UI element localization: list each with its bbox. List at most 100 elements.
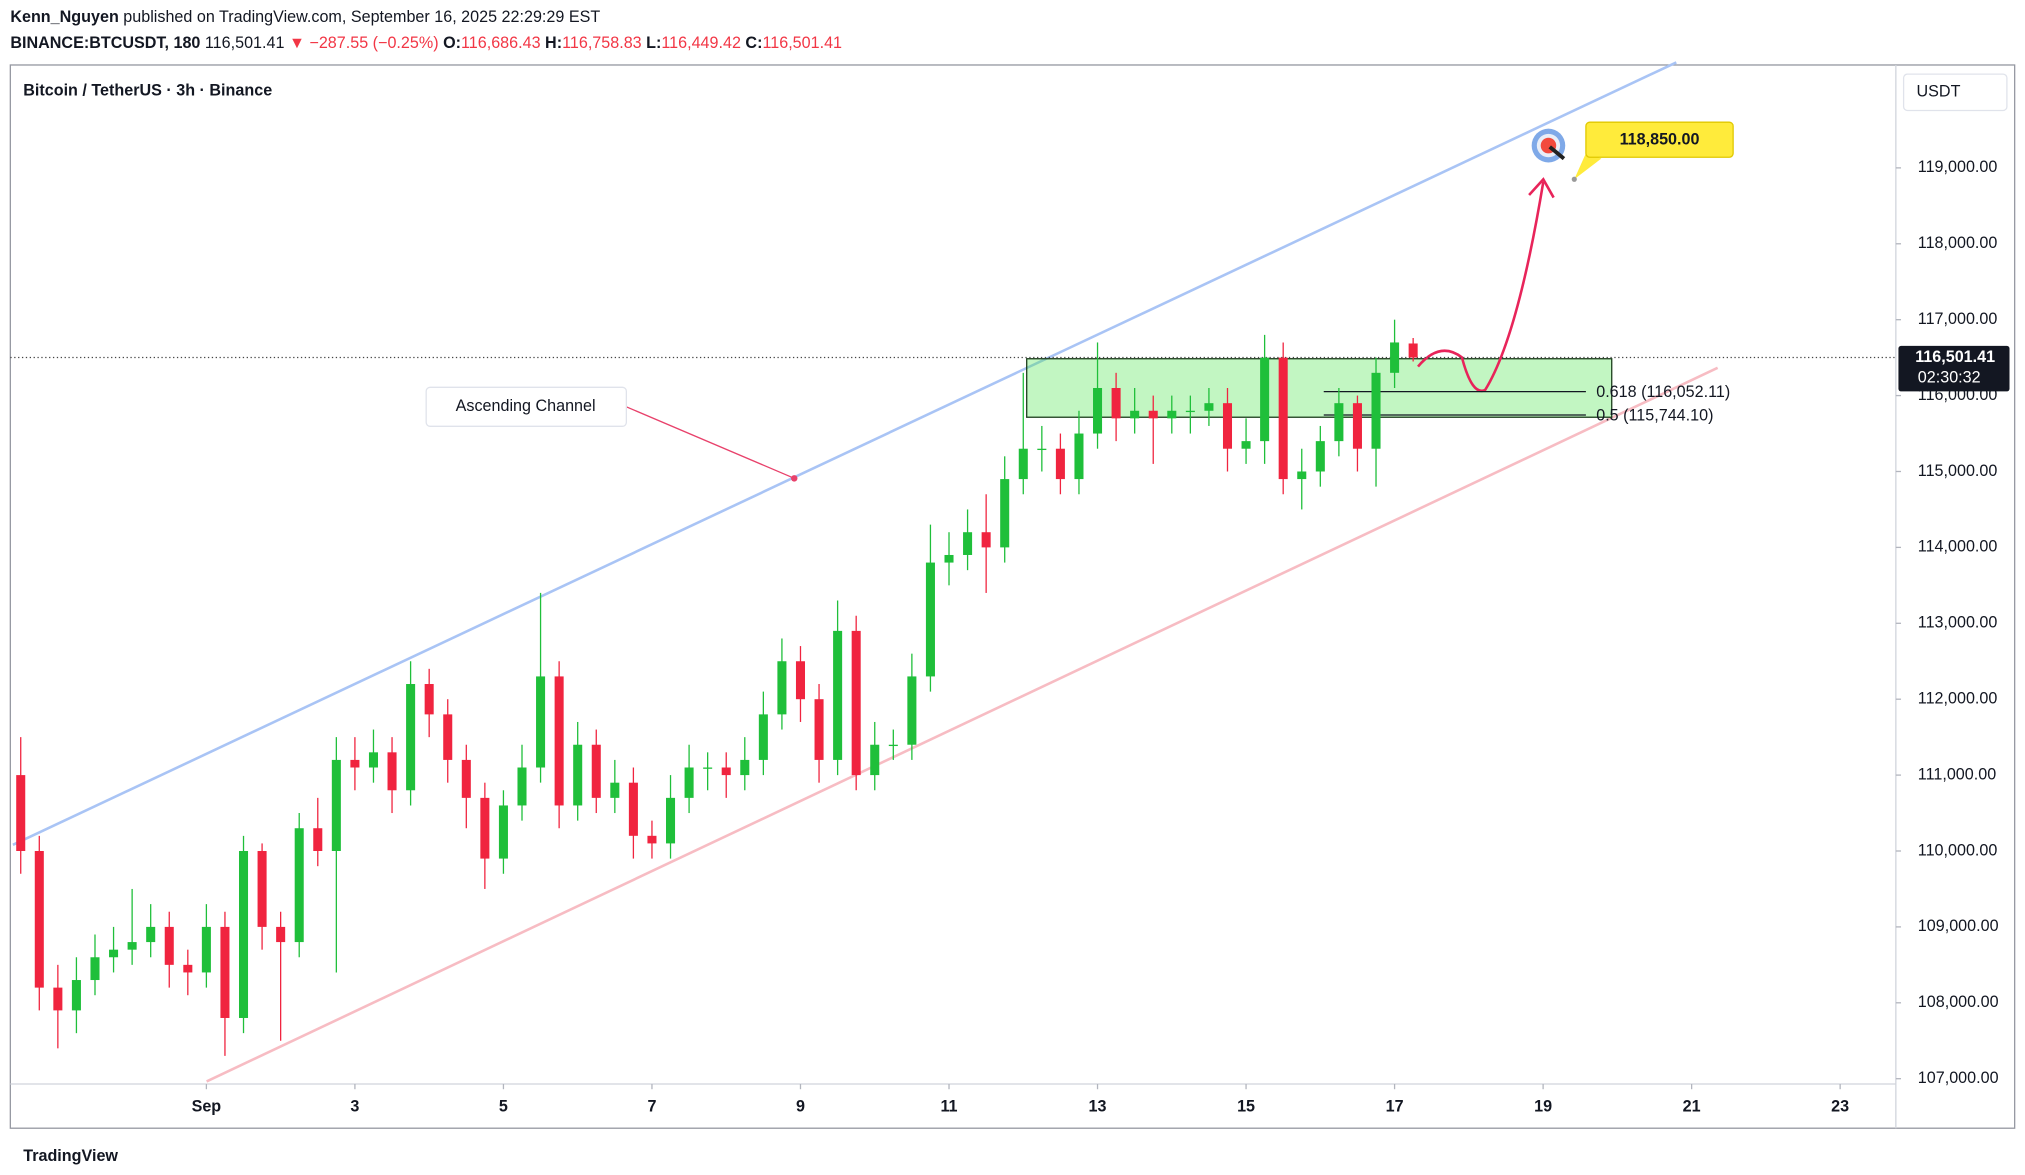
- candle-body: [1185, 410, 1195, 413]
- o-label: O:: [443, 34, 461, 52]
- target-icon: [1531, 128, 1566, 163]
- candle-body: [536, 676, 546, 768]
- candle-body: [90, 957, 100, 981]
- candle-body: [461, 759, 471, 798]
- candle-body: [833, 630, 843, 760]
- frame: [9, 64, 2016, 1129]
- candle-body: [220, 926, 230, 1018]
- callout-line: [626, 406, 795, 479]
- candle-body: [907, 676, 917, 745]
- x-tick-label: 13: [1089, 1098, 1107, 1116]
- candle-body: [628, 782, 638, 836]
- candle-body: [238, 850, 249, 1018]
- candle-body: [1390, 342, 1400, 373]
- target-box: [1585, 121, 1734, 158]
- x-tick-label: 11: [940, 1098, 957, 1116]
- candle-body: [201, 926, 211, 973]
- candle-body: [573, 744, 583, 806]
- candle-body: [257, 850, 267, 927]
- y-tick-label: 118,000.00: [1918, 234, 1998, 252]
- candle-body: [498, 805, 508, 859]
- author: Kenn_Nguyen: [10, 8, 118, 26]
- candle-body: [1297, 471, 1307, 480]
- c-label: C:: [745, 34, 762, 52]
- candle-body: [1241, 441, 1251, 449]
- header-line-1: Kenn_Nguyen published on TradingView.com…: [10, 8, 600, 26]
- candle-body: [127, 942, 137, 950]
- x-tick-label: 3: [350, 1098, 359, 1116]
- y-tick-label: 117,000.00: [1918, 310, 1998, 328]
- chart-title: Bitcoin / TetherUS · 3h · Binance: [23, 81, 272, 99]
- y-tick-label: 112,000.00: [1918, 689, 1998, 707]
- candle-body: [164, 926, 174, 965]
- candle-body: [647, 835, 657, 844]
- candle-body: [777, 661, 787, 715]
- candle-body: [109, 949, 119, 958]
- candle-body: [146, 926, 156, 943]
- y-tick-label: 110,000.00: [1918, 841, 1998, 859]
- h-label: H:: [545, 34, 562, 52]
- candle-body: [1130, 410, 1140, 419]
- candle-body: [703, 767, 713, 769]
- candle-body: [554, 676, 564, 806]
- candle-body: [1408, 343, 1418, 358]
- x-tick-label: 9: [796, 1098, 805, 1116]
- fib-label: 0.618 (116,052.11): [1596, 383, 1730, 401]
- candle-body: [1315, 441, 1325, 472]
- candle-body: [1371, 372, 1381, 449]
- last: 116,501.41: [205, 34, 285, 52]
- candle-body: [758, 714, 768, 760]
- candle-body: [684, 767, 694, 798]
- candle-body: [424, 684, 434, 715]
- y-tick-label: 109,000.00: [1918, 917, 1999, 935]
- candle-body: [480, 797, 490, 859]
- unit-box: [1902, 73, 2008, 112]
- candle-body: [387, 752, 397, 791]
- candle-body: [183, 964, 193, 973]
- target-label: 118,850.00: [1620, 131, 1700, 149]
- countdown: 02:30:32: [1918, 369, 1981, 387]
- unit: USDT: [1917, 83, 1961, 101]
- candle-body: [944, 554, 954, 563]
- candle-body: [1204, 403, 1214, 411]
- target-pointer: [1574, 153, 1602, 180]
- projection-path: [1417, 181, 1545, 393]
- candle-body: [313, 828, 323, 851]
- x-tick-label: 19: [1534, 1098, 1552, 1116]
- x-tick-label: 21: [1683, 1098, 1701, 1116]
- y-tick-label: 114,000.00: [1918, 538, 1998, 556]
- last-price-label: 116,501.41: [1915, 348, 1995, 366]
- candle-body: [517, 767, 527, 806]
- candle-body: [981, 532, 991, 548]
- channel-upper: [12, 61, 1677, 847]
- y-tick-label: 107,000.00: [1918, 1069, 1999, 1087]
- x-tick-label: 23: [1831, 1098, 1849, 1116]
- y-tick-label: 108,000.00: [1918, 993, 1999, 1011]
- candle-body: [1093, 387, 1103, 434]
- candle-body: [276, 926, 286, 943]
- o: 116,686.43: [461, 34, 541, 52]
- change: ▼ −287.55 (−0.25%): [289, 34, 439, 52]
- candle-body: [795, 661, 806, 700]
- l: 116,449.42: [661, 34, 741, 52]
- candle-body: [851, 630, 861, 776]
- candle-body: [1055, 448, 1065, 480]
- candle-body: [443, 714, 453, 760]
- candle-body: [814, 699, 824, 760]
- candle-body: [610, 782, 620, 798]
- candle-body: [1018, 448, 1028, 480]
- candle-body: [53, 987, 63, 1011]
- fib-label: 0.5 (115,744.10): [1596, 407, 1713, 425]
- candle-body: [1352, 403, 1362, 449]
- candle-body: [591, 744, 601, 798]
- candle-body: [721, 767, 731, 776]
- candle-body: [1148, 410, 1158, 419]
- callout-text: Ascending Channel: [456, 397, 596, 415]
- published: published on TradingView.com, September …: [123, 8, 600, 26]
- x-tick-label: 15: [1237, 1098, 1255, 1116]
- callout-dot: [791, 475, 798, 482]
- candle-body: [1260, 357, 1270, 442]
- candle-body: [963, 532, 973, 555]
